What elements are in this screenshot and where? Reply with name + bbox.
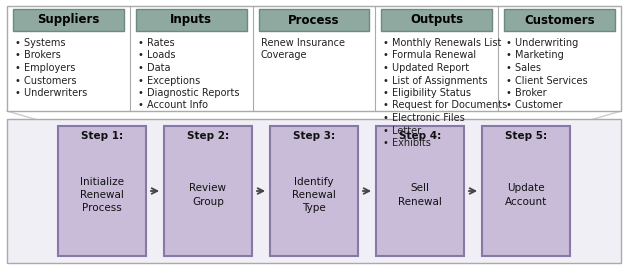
Text: Coverage: Coverage [261,50,307,60]
Text: • Letter: • Letter [384,125,421,136]
Text: • Underwriters: • Underwriters [15,88,87,98]
Bar [504,9,615,31]
Text: Review
Group: Review Group [190,183,227,207]
Text: • Rates: • Rates [138,38,175,48]
Text: • Systems: • Systems [15,38,65,48]
Bar [376,126,464,256]
Bar [13,9,124,31]
Text: • Underwriting: • Underwriting [506,38,578,48]
Text: • Marketing: • Marketing [506,50,564,60]
Text: • Eligibility Status: • Eligibility Status [384,88,472,98]
Text: Renew Insurance: Renew Insurance [261,38,345,48]
Text: Process: Process [288,14,340,27]
Text: • List of Assignments: • List of Assignments [384,76,488,85]
Text: Customers: Customers [524,14,595,27]
Text: Sell
Renewal: Sell Renewal [398,183,442,207]
Text: • Client Services: • Client Services [506,76,588,85]
Bar [136,9,247,31]
Text: Update
Account: Update Account [505,183,547,207]
Text: • Exhibits: • Exhibits [384,138,431,148]
Text: • Electronic Files: • Electronic Files [384,113,465,123]
Text: • Employers: • Employers [15,63,75,73]
Bar [7,119,621,263]
Text: • Monthly Renewals List: • Monthly Renewals List [384,38,502,48]
Text: Inputs: Inputs [170,14,212,27]
Bar [482,126,570,256]
Text: • Data: • Data [138,63,170,73]
Bar [7,6,621,111]
Text: • Sales: • Sales [506,63,541,73]
Text: Step 5:: Step 5: [505,131,547,141]
Text: Step 2:: Step 2: [187,131,229,141]
Bar [164,126,252,256]
Text: • Diagnostic Reports: • Diagnostic Reports [138,88,239,98]
Text: • Brokers: • Brokers [15,50,61,60]
Bar [259,9,369,31]
Bar [58,126,146,256]
Text: Outputs: Outputs [410,14,463,27]
Bar [381,9,492,31]
Text: • Updated Report: • Updated Report [384,63,470,73]
Text: Identify
Renewal
Type: Identify Renewal Type [292,177,336,213]
Text: Step 4:: Step 4: [399,131,441,141]
Text: • Formula Renewal: • Formula Renewal [384,50,477,60]
Text: • Request for Documents: • Request for Documents [384,101,507,111]
Text: Suppliers: Suppliers [37,14,100,27]
Text: • Exceptions: • Exceptions [138,76,200,85]
Text: Step 1:: Step 1: [81,131,123,141]
Text: • Broker: • Broker [506,88,547,98]
Text: • Customers: • Customers [15,76,77,85]
Text: • Loads: • Loads [138,50,175,60]
Text: Step 3:: Step 3: [293,131,335,141]
Text: • Account Info: • Account Info [138,101,208,111]
Text: • Customer: • Customer [506,101,563,111]
Bar [270,126,358,256]
Text: Initialize
Renewal
Process: Initialize Renewal Process [80,177,124,213]
